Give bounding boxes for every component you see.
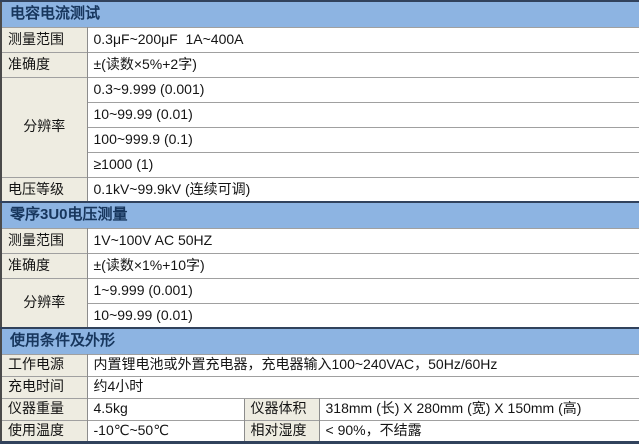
label-accuracy: 准确度 (1, 51, 88, 77)
table-row: 10~99.99 (0.01) (1, 101, 639, 127)
table-row: 电压等级 0.1kV~99.9kV (连续可调) (1, 176, 639, 202)
value-power-supply: 内置锂电池或外置充电器，充电器输入100~240VAC，50Hz/60Hz (87, 353, 639, 376)
table-row: ≥1000 (1) (1, 151, 639, 177)
value-operating-temperature: -10℃~50℃ (87, 419, 244, 442)
label-resolution: 分辨率 (1, 76, 88, 177)
value-resolution-1: 1~9.999 (0.001) (87, 277, 639, 303)
value-resolution-4: ≥1000 (1) (87, 151, 639, 177)
section-header-capacitance-current-test: 电容电流测试 (1, 0, 639, 27)
table-row: 分辨率 1~9.999 (0.001) (1, 277, 639, 328)
value-measure-range: 0.3μF~200μF 1A~400A (87, 26, 639, 52)
label-charge-time: 充电时间 (1, 375, 88, 398)
value-resolution-3: 100~999.9 (0.1) (87, 126, 639, 152)
value-relative-humidity: < 90%，不结露 (319, 419, 639, 442)
section-title: 电容电流测试 (1, 0, 639, 27)
table-row: 测量范围 0.3μF~200μF 1A~400A (1, 26, 639, 52)
section-title: 零序3U0电压测量 (1, 201, 639, 228)
table-row: 工作电源 内置锂电池或外置充电器，充电器输入100~240VAC，50Hz/60… (1, 353, 639, 376)
table-row: 测量范围 1V~100V AC 50HZ (1, 227, 639, 253)
label-resolution: 分辨率 (1, 277, 88, 328)
value-voltage-class: 0.1kV~99.9kV (连续可调) (87, 176, 639, 202)
label-measure-range: 测量范围 (1, 227, 88, 253)
value-resolution-1: 0.3~9.999 (0.001) (87, 76, 639, 102)
label-instrument-weight: 仪器重量 (1, 397, 88, 420)
section-title: 使用条件及外形 (1, 327, 639, 354)
value-measure-range: 1V~100V AC 50HZ (87, 227, 639, 253)
section-header-zero-sequence-voltage: 零序3U0电压测量 (1, 201, 639, 228)
table-row: 100~999.9 (0.1) (1, 126, 639, 152)
table-row: 使用温度 -10℃~50℃ 相对湿度 < 90%，不结露 (1, 419, 639, 442)
table-row: 充电时间 约4小时 (1, 375, 639, 398)
label-instrument-volume: 仪器体积 (243, 397, 320, 420)
table-row: 准确度 ±(读数×1%+10字) (1, 252, 639, 278)
table-row: 仪器重量 4.5kg 仪器体积 318mm (长) X 280mm (宽) X … (1, 397, 639, 420)
value-resolution-2: 10~99.99 (0.01) (87, 302, 639, 328)
label-accuracy: 准确度 (1, 252, 88, 278)
label-operating-temperature: 使用温度 (1, 419, 88, 442)
table-row: 10~99.99 (0.01) (1, 302, 639, 328)
label-voltage-class: 电压等级 (1, 176, 88, 202)
value-accuracy: ±(读数×1%+10字) (87, 252, 639, 278)
value-resolution-2: 10~99.99 (0.01) (87, 101, 639, 127)
value-charge-time: 约4小时 (87, 375, 639, 398)
label-power-supply: 工作电源 (1, 353, 88, 376)
value-instrument-weight: 4.5kg (87, 397, 244, 420)
value-accuracy: ±(读数×5%+2字) (87, 51, 639, 77)
table-row: 准确度 ±(读数×5%+2字) (1, 51, 639, 77)
value-instrument-volume: 318mm (长) X 280mm (宽) X 150mm (高) (319, 397, 639, 420)
table-row: 分辨率 0.3~9.999 (0.001) (1, 76, 639, 177)
section-header-operating-conditions: 使用条件及外形 (1, 327, 639, 354)
label-measure-range: 测量范围 (1, 26, 88, 52)
label-relative-humidity: 相对湿度 (243, 419, 320, 442)
